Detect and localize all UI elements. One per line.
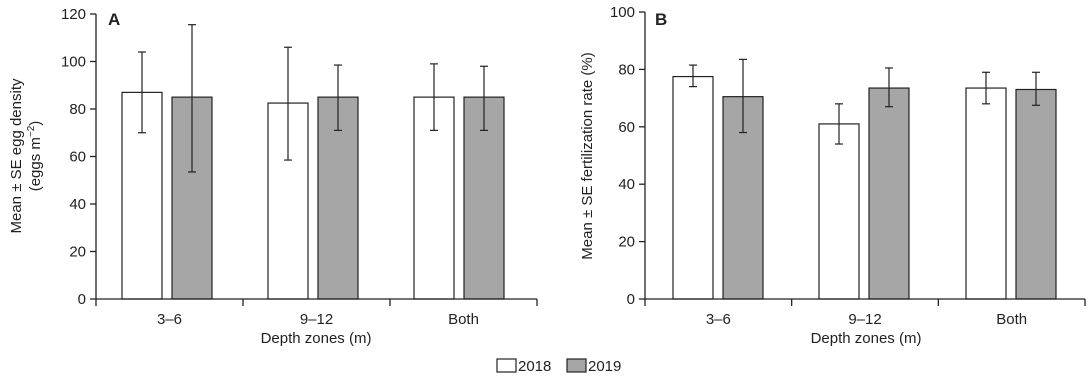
panel-a-errorbar-2018-2 <box>430 63 438 131</box>
panel-a-xticks: 3–6 9–12 Both <box>95 299 538 328</box>
panel-a-ytick-label: 60 <box>69 149 86 166</box>
panel-a-bars <box>121 91 505 300</box>
panel-b-bar-2018-2 <box>965 87 1007 300</box>
panel-a-ytick-label: 0 <box>78 291 86 308</box>
panel-a-xtick-label: 9–12 <box>300 311 333 328</box>
panel-b-ytick-label: 60 <box>618 119 635 136</box>
panel-b: 0 20 40 60 80 100 3–6 9–12 Both B Mean ± SE fer… <box>579 4 1086 347</box>
panel-b-yticks: 0 20 40 60 80 100 <box>610 4 645 308</box>
panel-b-ytick-label: 80 <box>618 61 635 78</box>
panel-b-bar-2018-1 <box>818 123 860 300</box>
panel-a-errorbars <box>138 24 488 173</box>
panel-b-bar-2019-2 <box>1015 88 1057 300</box>
panel-a-errorbar-2019-2 <box>480 65 488 131</box>
panel-b-errorbar-2018-1 <box>835 103 843 145</box>
panel-b-errorbar-2018-2 <box>982 71 990 105</box>
panel-b-xtick-label: Both <box>996 311 1027 328</box>
panel-b-ytick-label: 100 <box>610 4 635 21</box>
panel-b-bars <box>672 75 1057 300</box>
panel-a-ytick-label: 20 <box>69 244 86 261</box>
panel-b-errorbar-2019-2 <box>1032 71 1040 106</box>
panel-a-errorbar-2019-1 <box>334 64 342 131</box>
panel-a-errorbar-2018-0 <box>138 51 146 134</box>
panel-b-ytick-label: 40 <box>618 176 635 193</box>
panel-a: 0 20 40 60 80 100 120 3–6 9–12 Both A Mean ± SE … <box>8 6 538 347</box>
panel-b-ytick-label: 20 <box>618 234 635 251</box>
panel-a-xlabel: Depth zones (m) <box>261 330 372 347</box>
panel-a-errorbar-2019-0 <box>188 24 196 173</box>
panel-b-errorbar-2019-1 <box>885 67 893 108</box>
panel-b-label: B <box>655 10 667 29</box>
panel-b-ylabel: Mean ± SE fertilization rate (%) <box>579 52 596 259</box>
panel-a-ylabel-unit-prefix: (eggs m <box>27 137 44 191</box>
panel-b-bar-2019-1 <box>868 87 910 300</box>
panel-a-ytick-label: 40 <box>69 196 86 213</box>
panel-a-ytick-label: 100 <box>61 54 86 71</box>
panel-b-xtick-label: 3–6 <box>706 311 731 328</box>
panel-a-ylabel-unit-sup: −2 <box>26 125 37 137</box>
panel-a-ylabel-line1: Mean ± SE egg density <box>8 78 25 233</box>
panel-a-yticks: 0 20 40 60 80 100 120 <box>61 6 96 308</box>
panel-a-ylabel-unit-suffix: ) <box>27 121 44 126</box>
panel-a-ytick-label: 120 <box>61 6 86 23</box>
legend-label-2018: 2018 <box>518 358 551 375</box>
legend-swatch-2018 <box>496 358 517 373</box>
panel-b-bar-2018-0 <box>672 75 714 300</box>
panel-a-xtick-label: 3–6 <box>157 311 182 328</box>
panel-b-errorbars <box>689 58 1040 145</box>
panel-b-errorbar-2019-0 <box>739 58 747 134</box>
panel-b-xticks: 3–6 9–12 Both <box>644 299 1086 328</box>
panel-b-ytick-label: 0 <box>627 291 635 308</box>
panel-b-xlabel: Depth zones (m) <box>811 330 922 347</box>
panel-b-errorbar-2018-0 <box>689 64 697 88</box>
legend-swatch-2019 <box>566 358 587 373</box>
panel-a-xtick-label: Both <box>448 311 479 328</box>
panel-a-errorbar-2018-1 <box>284 46 292 161</box>
panel-a-ylabel-line2: (eggs m−2) <box>26 121 44 192</box>
legend: 2018 2019 <box>496 358 621 375</box>
panel-a-bar-2019-1 <box>317 96 359 300</box>
panel-a-ytick-label: 80 <box>69 101 86 118</box>
panel-b-xtick-label: 9–12 <box>848 311 881 328</box>
legend-label-2019: 2019 <box>588 358 621 375</box>
panel-a-label: A <box>108 10 120 29</box>
